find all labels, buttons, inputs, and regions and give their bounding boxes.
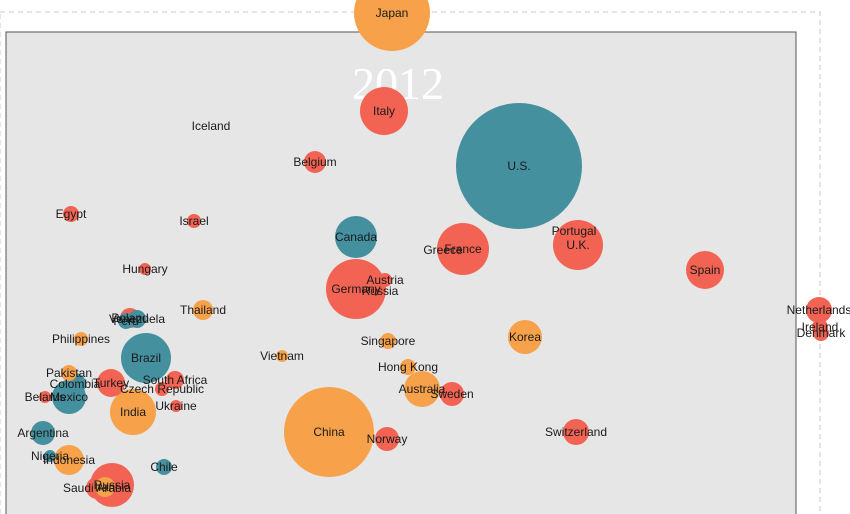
bubble-label-spain: Spain [690,263,721,277]
bubble-u-k[interactable] [553,220,603,270]
bubble-u-s[interactable] [456,103,582,229]
label-layer: Japan Italy Iceland Belgium U.S. Egypt Israel C… [17,6,850,495]
bubble-peru[interactable] [118,313,134,329]
bubble-brazil[interactable] [121,333,171,383]
bubble-korea[interactable] [508,320,542,354]
bubble-label-u-k: U.K. [566,238,589,252]
bubble-vietnam[interactable] [276,350,288,362]
bubble-label-poland: Poland [111,311,148,325]
bubble-thailand[interactable] [193,300,213,320]
bubble-argentina[interactable] [31,421,55,445]
bubble-label-iceland: Iceland [192,119,231,133]
bubble-label-russia: Russia [362,284,399,298]
bubble-pakistan[interactable] [61,365,77,381]
bubble-australia[interactable] [404,371,440,407]
bubble-russia[interactable] [376,287,384,295]
bubble-label-portugal: Portugal [552,224,597,238]
bubble-israel[interactable] [187,214,201,228]
bubble-nigeria[interactable] [44,450,56,462]
bubble-india[interactable] [110,389,156,435]
bubble-belarus[interactable] [39,391,51,403]
bubble-label-iran: Iran [95,480,116,494]
bubble-label-indonesia: Indonesia [43,453,95,467]
bubble-label-austria: Austria [366,273,404,287]
bubble-label-belgium: Belgium [293,155,336,169]
bubble-south-africa[interactable] [166,371,184,389]
bubble-label-norway: Norway [367,432,408,446]
bubble-austria[interactable] [378,273,392,287]
bubble-czech-republic[interactable] [155,382,169,396]
bubble-label-russia: Russia [94,478,131,492]
bubble-label-netherlands: Netherlands [787,303,850,317]
bubble-label-germany: Germany [331,282,380,296]
bubble-label-u-s: U.S. [507,159,530,173]
bubble-label-australia: Australia [399,382,446,396]
bubble-label-nigeria: Nigeria [31,449,69,463]
bubble-iran[interactable] [95,477,115,497]
bubble-label-pakistan: Pakistan [46,366,92,380]
bubble-spain[interactable] [686,251,724,289]
bubble-label-switzerland: Switzerland [545,425,607,439]
bubble-layer [31,0,832,507]
bubble-label-singapore: Singapore [361,334,416,348]
bubble-netherlands[interactable] [806,297,832,323]
bubble-label-belarus: Belarus [25,390,66,404]
bubble-china[interactable] [284,387,374,477]
bubble-egypt[interactable] [63,206,79,222]
bubble-philippines[interactable] [74,332,88,346]
bubble-label-india: India [120,405,146,419]
bubble-japan[interactable] [354,0,430,51]
bubble-hong-kong[interactable] [400,359,416,375]
bubble-portugal[interactable] [568,225,580,237]
bubble-hungary[interactable] [139,263,151,275]
bubble-label-canada: Canada [335,230,377,244]
bubble-singapore[interactable] [380,333,396,349]
bubble-label-korea: Korea [509,330,541,344]
bubble-canada[interactable] [335,216,377,258]
bubble-turkey[interactable] [97,369,125,397]
bubble-label-ukraine: Ukraine [155,399,197,413]
bubble-label-hong-kong: Hong Kong [378,360,438,374]
bubble-label-sweden: Sweden [430,387,473,401]
bubble-label-vietnam: Vietnam [260,349,304,363]
bubble-label-peru: Peru [113,314,138,328]
bubble-label-italy: Italy [373,104,395,118]
bubble-label-mexico: Mexico [50,390,88,404]
bubble-label-brazil: Brazil [131,351,161,365]
bubble-label-greece: Greece [423,243,463,257]
bubble-label-thailand: Thailand [180,303,226,317]
bubble-ukraine[interactable] [170,400,182,412]
bubble-greece[interactable] [438,245,448,255]
bubble-belgium[interactable] [304,151,326,173]
bubble-label-colombia: Colombia [50,377,101,391]
bubble-label-chile: Chile [150,460,178,474]
bubble-indonesia[interactable] [54,445,84,475]
bubble-label-egypt: Egypt [56,207,87,221]
bubble-label-saudi-arabia: Saudi Arabia [63,481,131,495]
bubble-label-china: China [313,425,345,439]
bubble-label-ireland: Ireland [802,320,839,334]
bubble-italy[interactable] [360,87,408,135]
bubble-label-philippines: Philippines [52,332,110,346]
bubble-label-hungary: Hungary [122,262,167,276]
bubble-sweden[interactable] [440,382,464,406]
bubble-switzerland[interactable] [563,419,589,445]
bubble-label-france: France [444,242,482,256]
bubble-label-argentina: Argentina [17,426,69,440]
bubble-label-venezuela: Venezuela [109,312,165,326]
bubble-chile[interactable] [156,459,172,475]
bubble-label-israel: Israel [179,214,208,228]
bubble-label-south-africa: South Africa [143,373,208,387]
bubble-norway[interactable] [375,427,399,451]
bubble-denmark[interactable] [813,325,829,341]
bubble-label-czech-republic: Czech Republic [120,382,204,396]
bubble-label-turkey: Turkey [93,376,129,390]
bubble-label-japan: Japan [376,6,409,20]
bubble-france[interactable] [437,223,489,275]
bubble-germany[interactable] [326,259,386,319]
bubble-label-denmark: Denmark [797,326,847,340]
